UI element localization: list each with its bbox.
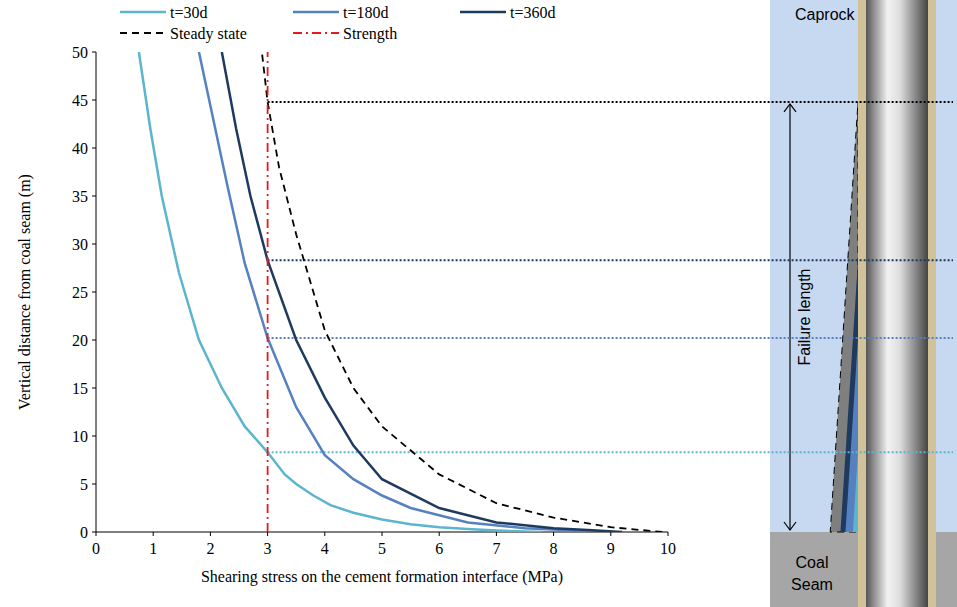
arrow-shaft (789, 104, 790, 530)
x-tick-label: 9 (607, 540, 615, 557)
failure-zone (830, 102, 858, 532)
y-axis-title: Vertical distance from coal seam (m) (16, 174, 34, 410)
x-tick (153, 532, 154, 536)
casing (858, 0, 866, 607)
x-tick-label: 6 (435, 540, 443, 557)
y-tick-label: 30 (72, 236, 88, 253)
failure-level (268, 259, 953, 261)
casing (928, 0, 936, 607)
y-tick-label: 10 (72, 428, 88, 445)
y-tick-label: 20 (72, 332, 88, 349)
y-tick-label: 5 (80, 476, 88, 493)
failure-level (268, 101, 953, 103)
failure-zone (840, 260, 858, 532)
failure-level (268, 337, 953, 339)
x-tick-label: 8 (550, 540, 558, 557)
legend-swatch (120, 32, 166, 34)
y-tick (92, 52, 96, 53)
y-tick-label: 35 (72, 188, 88, 205)
series-line (199, 52, 605, 532)
plot-area (139, 52, 662, 532)
y-tick-label: 50 (72, 44, 88, 61)
y-tick (92, 484, 96, 485)
y-tick-label: 40 (72, 140, 88, 157)
failure-level (268, 451, 953, 453)
x-tick (668, 532, 669, 536)
failure-zone (853, 452, 858, 532)
legend-label: t=30d (170, 4, 207, 21)
legend-label: t=180d (343, 4, 388, 21)
legend-label: t=360d (510, 4, 555, 21)
y-tick (92, 388, 96, 389)
y-tick (92, 100, 96, 101)
x-tick (267, 532, 268, 536)
legend-label: Strength (343, 25, 397, 43)
y-tick-label: 15 (72, 380, 88, 397)
failure-length-label: Failure length (796, 268, 813, 365)
x-tick-label: 1 (149, 540, 157, 557)
failure-zone (845, 338, 858, 532)
y-tick-label: 45 (72, 92, 88, 109)
y-tick (92, 196, 96, 197)
caprock-label: Caprock (795, 6, 856, 23)
label-line: Coal (796, 554, 829, 571)
legend-swatch (293, 11, 339, 14)
x-tick (553, 532, 554, 536)
x-tick (610, 532, 611, 536)
legend-swatch (120, 11, 166, 14)
y-tick (92, 436, 96, 437)
pipe (866, 0, 928, 607)
legend-swatch (460, 11, 506, 14)
legend-label: Steady state (170, 25, 247, 43)
arrow-head (784, 104, 796, 112)
arrow-head (784, 522, 796, 530)
x-tick (439, 532, 440, 536)
x-axis-title: Shearing stress on the cement formation … (201, 568, 563, 586)
label-line: Seam (791, 576, 833, 593)
x-tick (496, 532, 497, 536)
legend-swatch (293, 32, 339, 34)
x-tick-label: 2 (206, 540, 214, 557)
coal-seam-label: Coal Seam (791, 554, 833, 593)
y-tick (92, 340, 96, 341)
y-tick (92, 532, 96, 533)
x-tick-label: 4 (321, 540, 329, 557)
x-tick (210, 532, 211, 536)
y-tick (92, 244, 96, 245)
series-line (267, 52, 269, 532)
y-tick (92, 148, 96, 149)
x-tick-label: 10 (660, 540, 676, 557)
x-tick-label: 0 (92, 540, 100, 557)
series-line (262, 52, 662, 532)
x-tick-label: 3 (264, 540, 272, 557)
x-tick (324, 532, 325, 536)
x-tick-label: 5 (378, 540, 386, 557)
y-tick-label: 0 (80, 524, 88, 541)
x-tick (96, 532, 97, 536)
x-tick (382, 532, 383, 536)
y-tick-label: 25 (72, 284, 88, 301)
series-line (139, 52, 542, 532)
chart: Failure lengthCaprockCoalSeam01234567891… (0, 0, 957, 607)
y-tick (92, 292, 96, 293)
x-tick-label: 7 (492, 540, 500, 557)
